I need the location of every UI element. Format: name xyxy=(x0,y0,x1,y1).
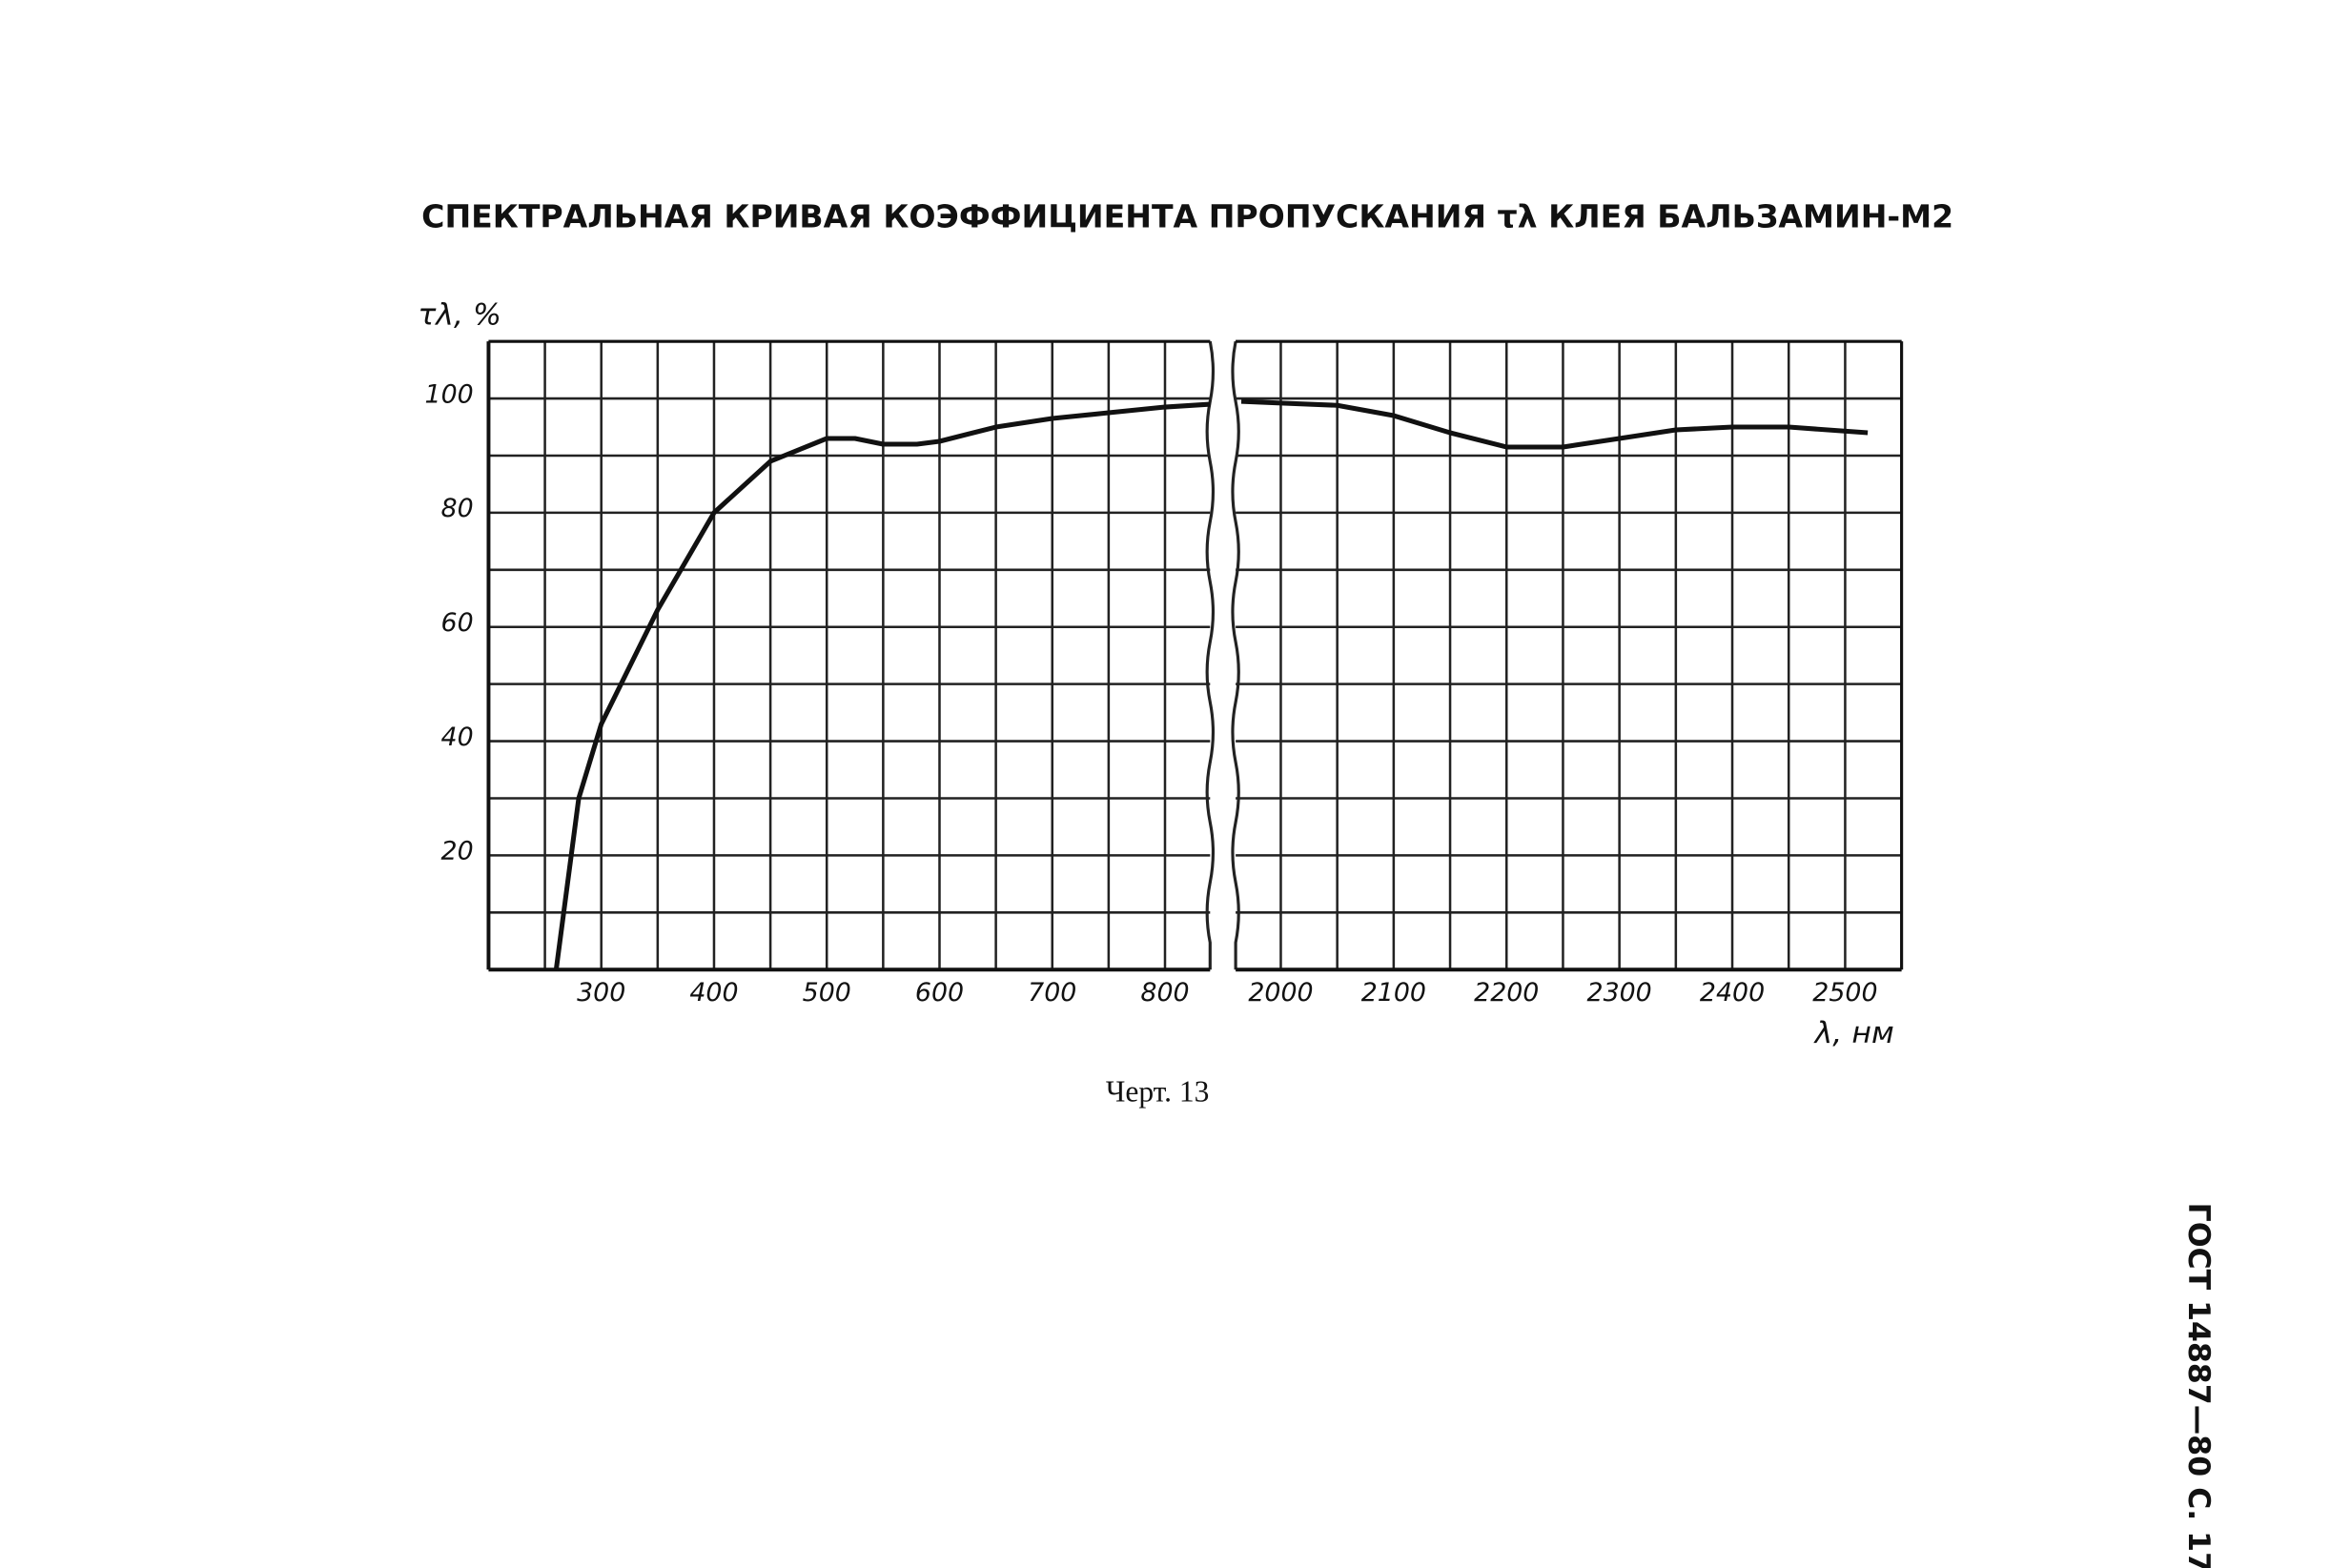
x-tick-label: 600 xyxy=(915,978,964,1008)
x-tick-label: 300 xyxy=(577,978,625,1008)
x-tick-label: 500 xyxy=(803,978,851,1008)
axis-break xyxy=(1231,340,1240,970)
y-tick-label: 40 xyxy=(441,723,474,752)
x-tick-label: 2200 xyxy=(1474,978,1539,1008)
curve xyxy=(553,401,1211,970)
curve xyxy=(1240,398,1869,450)
x-tick-label: 2500 xyxy=(1812,978,1877,1008)
chart-title: СПЕКТРАЛЬНАЯ КРИВАЯ КОЭФФИЦИЕНТА ПРОПУСК… xyxy=(421,197,1953,234)
y-tick-label: 60 xyxy=(441,608,474,638)
y-tick-label: 20 xyxy=(441,837,474,866)
axis-break xyxy=(1205,340,1216,970)
y-tick-label: 80 xyxy=(441,494,474,523)
x-axis-label: λ, нм xyxy=(1813,1016,1894,1050)
x-tick-label: 700 xyxy=(1028,978,1076,1008)
side-note: ГОСТ 14887—80 С. 17 xyxy=(2181,1203,2216,1568)
x-tick-label: 2400 xyxy=(1700,978,1765,1008)
caption: Черт. 13 xyxy=(1106,1074,1210,1108)
y-axis-label: τλ, % xyxy=(418,297,501,332)
x-tick-label: 400 xyxy=(689,978,738,1008)
x-tick-label: 800 xyxy=(1140,978,1189,1008)
x-tick-label: 2000 xyxy=(1248,978,1313,1008)
x-tick-label: 2100 xyxy=(1361,978,1426,1008)
y-tick-label: 100 xyxy=(425,379,474,409)
x-tick-label: 2300 xyxy=(1587,978,1652,1008)
